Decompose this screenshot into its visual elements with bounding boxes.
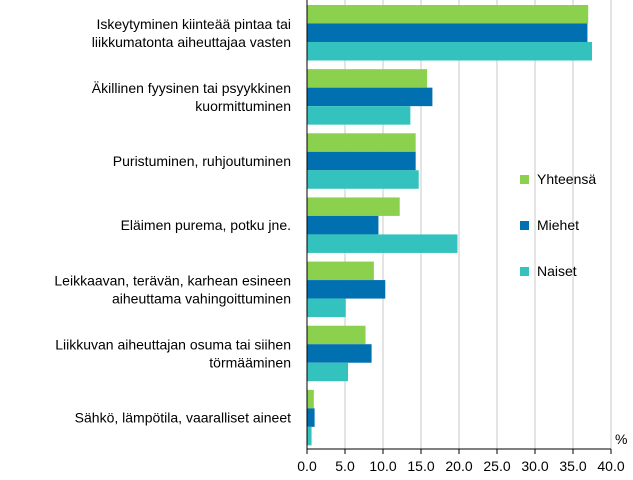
bar-naiset xyxy=(307,106,411,125)
category-label: Äkillinen fyysinen tai psyykkinen kuormit… xyxy=(92,80,291,114)
bar-yhteensä xyxy=(307,197,400,216)
bar-miehet xyxy=(307,151,416,171)
legend-swatch xyxy=(520,267,529,276)
category-label: Eläimen purema, potku jne. xyxy=(121,217,291,233)
bar-miehet xyxy=(307,408,315,427)
bar-naiset xyxy=(307,170,419,189)
legend-swatch xyxy=(520,175,529,184)
legend: Yhteensä Miehet Naiset xyxy=(520,171,596,279)
x-tick-label: 5.0 xyxy=(335,458,355,474)
x-tick-label: 15.0 xyxy=(407,458,434,474)
x-tick-label: 30.0 xyxy=(521,458,548,474)
x-ticks: 0.0 5.0 10.0 15.0 20.0 25.0 30.0 35.0 40.0 xyxy=(297,449,625,474)
x-axis-unit: % xyxy=(615,431,627,447)
bar-naiset xyxy=(307,362,349,382)
x-tick-label: 35.0 xyxy=(559,458,586,474)
x-tick-label: 20.0 xyxy=(445,458,472,474)
bar-naiset xyxy=(307,234,458,253)
x-tick-label: 0.0 xyxy=(297,458,317,474)
bar-yhteensä xyxy=(307,69,428,88)
category-labels: Iskeytyminen kiinteää pintaa tai liikkuma… xyxy=(54,16,291,426)
x-tick-label: 10.0 xyxy=(369,458,396,474)
category-label: Liikkuvan aiheuttajan osuma tai siihen tö… xyxy=(55,336,291,370)
bar-miehet xyxy=(307,87,433,107)
bar-yhteensä xyxy=(307,261,374,281)
category-label: Puristuminen, ruhjoutuminen xyxy=(113,153,291,169)
legend-label: Miehet xyxy=(537,217,579,233)
category-label: Leikkaavan, terävän, karhean esineen aihe… xyxy=(54,272,291,306)
bar-yhteensä xyxy=(307,325,366,345)
bar-yhteensä xyxy=(307,5,589,24)
bar-miehet xyxy=(307,23,588,42)
bar-miehet xyxy=(307,215,379,235)
category-label: Iskeytyminen kiinteää pintaa tai liikkuma… xyxy=(92,16,291,50)
bar-yhteensä xyxy=(307,389,314,409)
category-label: Sähkö, lämpötila, vaaralliset aineet xyxy=(75,410,291,426)
legend-label: Naiset xyxy=(537,263,577,279)
bars xyxy=(307,5,592,446)
legend-label: Yhteensä xyxy=(537,171,596,187)
bar-yhteensä xyxy=(307,133,416,152)
bar-naiset xyxy=(307,42,592,61)
x-tick-label: 25.0 xyxy=(483,458,510,474)
legend-swatch xyxy=(520,221,529,230)
bar-naiset xyxy=(307,426,312,446)
bar-miehet xyxy=(307,280,386,299)
bar-miehet xyxy=(307,344,372,363)
x-tick-label: 40.0 xyxy=(597,458,624,474)
bar-naiset xyxy=(307,298,346,318)
